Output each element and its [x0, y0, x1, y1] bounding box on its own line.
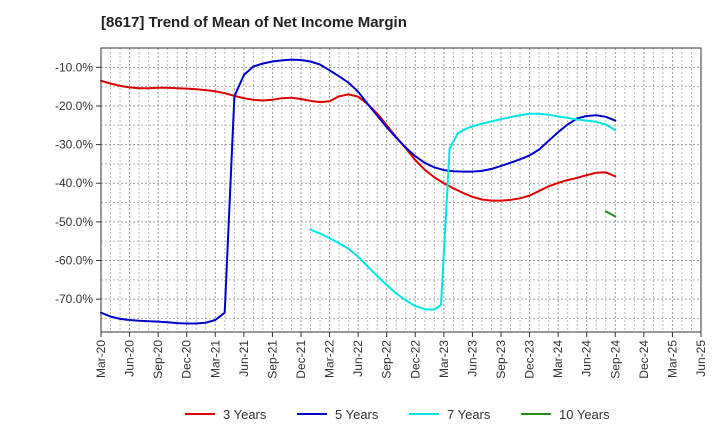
x-tick-label: Sep-20 [151, 340, 165, 379]
x-tick-label: Dec-24 [637, 340, 651, 379]
x-tick-label: Sep-24 [608, 340, 622, 379]
legend-label: 7 Years [447, 407, 491, 422]
chart-title: [8617] Trend of Mean of Net Income Margi… [101, 14, 407, 31]
x-tick-label: Jun-21 [237, 340, 251, 377]
x-tick-label: Mar-22 [323, 340, 337, 378]
x-tick-label: Mar-21 [208, 340, 222, 378]
x-tick-label: Dec-23 [523, 340, 537, 379]
y-tick-label: -60.0% [55, 254, 93, 268]
y-axis: -10.0% -20.0% -30.0% -40.0% -50.0% -60.0% -70.… [55, 60, 101, 306]
x-tick-label: Jun-23 [465, 340, 479, 377]
y-tick-label: -30.0% [55, 138, 93, 152]
y-tick-label: -40.0% [55, 176, 93, 190]
grid [101, 48, 701, 332]
y-tick-label: -50.0% [55, 215, 93, 229]
x-tick-label: Sep-23 [494, 340, 508, 379]
x-tick-label: Mar-23 [437, 340, 451, 378]
legend: 3 Years 5 Years 7 Years 10 Years [185, 407, 610, 422]
x-tick-label: Mar-24 [551, 340, 565, 378]
x-tick-label: Sep-21 [265, 340, 279, 379]
legend-label: 10 Years [559, 407, 610, 422]
x-tick-label: Mar-25 [665, 340, 679, 378]
x-tick-label: Dec-20 [180, 340, 194, 379]
legend-label: 5 Years [335, 407, 379, 422]
x-tick-label: Sep-22 [380, 340, 394, 379]
series-line [100, 58, 617, 325]
x-tick-label: Jun-24 [580, 340, 594, 377]
x-tick-label: Dec-22 [408, 340, 422, 379]
series-line [309, 112, 617, 311]
series-line [100, 79, 617, 202]
x-tick-label: Jun-22 [351, 340, 365, 377]
x-tick-label: Mar-20 [94, 340, 108, 378]
y-tick-label: -10.0% [55, 60, 93, 74]
legend-label: 3 Years [223, 407, 267, 422]
x-tick-label: Jun-20 [123, 340, 137, 377]
x-tick-label: Jun-25 [694, 340, 708, 377]
plot-area-frame [100, 47, 702, 333]
y-tick-label: -70.0% [55, 292, 93, 306]
series-lines [100, 58, 617, 325]
x-axis: Mar-20 Jun-20 Sep-20 Dec-20 Mar-21 Jun-21 Sep-… [94, 332, 708, 379]
x-tick-label: Dec-21 [294, 340, 308, 379]
series-line [604, 210, 617, 218]
y-tick-label: -20.0% [55, 99, 93, 113]
